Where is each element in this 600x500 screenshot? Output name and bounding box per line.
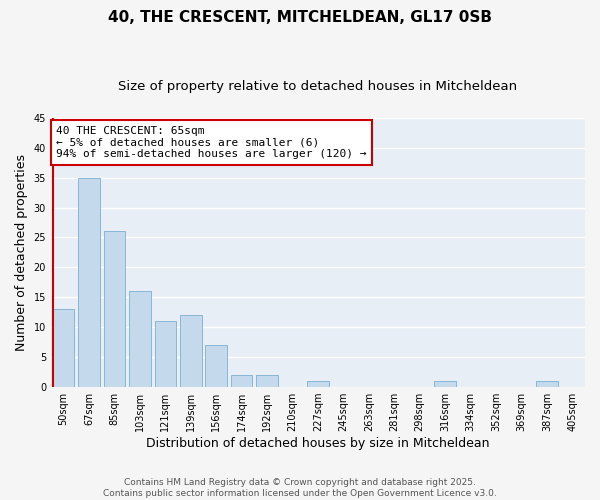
Bar bbox=[78, 178, 100, 387]
Text: 40, THE CRESCENT, MITCHELDEAN, GL17 0SB: 40, THE CRESCENT, MITCHELDEAN, GL17 0SB bbox=[108, 10, 492, 25]
Bar bbox=[155, 322, 176, 387]
Text: 40 THE CRESCENT: 65sqm
← 5% of detached houses are smaller (6)
94% of semi-detac: 40 THE CRESCENT: 65sqm ← 5% of detached … bbox=[56, 126, 367, 159]
Bar bbox=[129, 292, 151, 387]
Bar bbox=[104, 232, 125, 387]
X-axis label: Distribution of detached houses by size in Mitcheldean: Distribution of detached houses by size … bbox=[146, 437, 490, 450]
Bar bbox=[536, 381, 557, 387]
Bar bbox=[231, 375, 253, 387]
Text: Contains HM Land Registry data © Crown copyright and database right 2025.
Contai: Contains HM Land Registry data © Crown c… bbox=[103, 478, 497, 498]
Bar bbox=[434, 381, 456, 387]
Bar bbox=[307, 381, 329, 387]
Bar bbox=[53, 310, 74, 387]
Y-axis label: Number of detached properties: Number of detached properties bbox=[15, 154, 28, 351]
Title: Size of property relative to detached houses in Mitcheldean: Size of property relative to detached ho… bbox=[118, 80, 518, 93]
Bar bbox=[180, 316, 202, 387]
Bar bbox=[256, 375, 278, 387]
Bar bbox=[205, 345, 227, 387]
